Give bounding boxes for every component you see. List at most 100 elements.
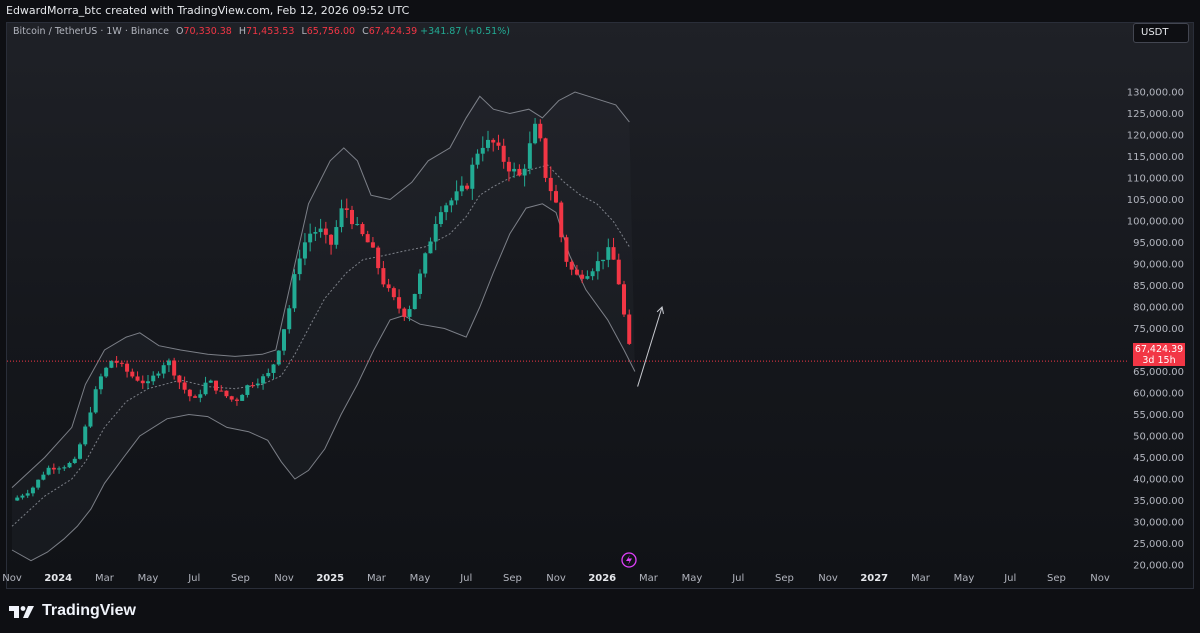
candle <box>67 461 72 469</box>
candle-body <box>93 389 98 413</box>
candle-body <box>501 145 506 162</box>
candle <box>224 390 229 398</box>
candle <box>585 270 590 280</box>
candle-body <box>156 373 161 376</box>
candle <box>182 376 187 394</box>
candle <box>266 368 271 379</box>
y-tick-label: 125,000.00 <box>1127 109 1184 120</box>
candle <box>554 184 558 204</box>
candle-body <box>297 258 302 275</box>
x-tick-label: Nov <box>818 573 838 584</box>
candle-body <box>491 139 496 143</box>
candle-body <box>449 200 454 206</box>
y-tick-label: 40,000.00 <box>1133 475 1184 486</box>
candle-body <box>585 276 590 279</box>
x-tick-label: 2025 <box>316 573 344 584</box>
candle-body <box>203 382 208 395</box>
candle-body <box>177 375 182 383</box>
currency-selector[interactable]: USDT <box>1133 23 1189 43</box>
candle-body <box>98 376 103 390</box>
candle <box>606 238 611 268</box>
y-tick-label: 55,000.00 <box>1133 410 1184 421</box>
candle-body <box>506 161 511 172</box>
x-tick-label: Nov <box>1090 573 1110 584</box>
candle <box>214 380 218 395</box>
candle <box>250 381 255 388</box>
candle-body <box>261 376 266 384</box>
candle <box>449 197 454 213</box>
candle-body <box>517 168 522 176</box>
candle <box>533 117 538 145</box>
candle <box>240 393 245 401</box>
chart-pane[interactable] <box>6 22 1194 589</box>
candle <box>287 305 292 334</box>
candle-body <box>88 412 93 427</box>
tradingview-logo[interactable]: TradingView <box>8 602 136 620</box>
y-tick-label: 90,000.00 <box>1133 260 1184 271</box>
candle <box>46 465 51 476</box>
candle <box>57 466 62 474</box>
candle <box>140 375 145 389</box>
candle <box>30 486 35 497</box>
upper-band <box>11 91 630 488</box>
candle-body <box>423 253 428 274</box>
candle <box>36 479 41 490</box>
candle <box>370 237 375 248</box>
candle <box>616 253 621 285</box>
close-label: C <box>362 26 369 37</box>
symbol-label[interactable]: Bitcoin / TetherUS · 1W · Binance <box>13 26 169 37</box>
candle-body <box>590 271 595 277</box>
candle-body <box>313 232 318 234</box>
candle-body <box>187 389 192 397</box>
x-tick-label: Sep <box>775 573 794 584</box>
high-label: H <box>238 26 247 37</box>
candle-body <box>433 224 438 242</box>
candle <box>590 268 595 281</box>
candle <box>104 366 109 378</box>
candle <box>580 270 585 284</box>
y-tick-label: 105,000.00 <box>1127 195 1184 206</box>
y-tick-label: 30,000.00 <box>1133 518 1184 529</box>
candle-body <box>444 205 449 213</box>
x-tick-label: Jul <box>731 573 744 584</box>
candle <box>365 230 370 243</box>
candle-body <box>543 138 548 178</box>
candle <box>355 216 360 226</box>
x-tick-label: Sep <box>231 573 250 584</box>
candle <box>407 305 412 322</box>
candle <box>386 278 391 292</box>
candle <box>292 269 297 312</box>
candle <box>313 226 318 242</box>
candle <box>41 471 46 481</box>
candle <box>297 249 302 281</box>
bar-countdown: 3d 15h <box>1142 355 1176 366</box>
candle <box>350 205 354 230</box>
candle <box>611 237 616 260</box>
candle <box>255 378 260 389</box>
y-tick-label: 110,000.00 <box>1127 174 1184 185</box>
candle-body <box>376 247 381 269</box>
candle-body <box>104 367 109 377</box>
candle-body <box>30 487 35 494</box>
candle <box>601 259 606 270</box>
candle <box>574 264 579 276</box>
candle-body <box>360 224 365 235</box>
candle-body <box>166 360 171 366</box>
candle-body <box>193 396 198 398</box>
candle-body <box>302 242 307 259</box>
high-value: 71,453.53 <box>246 26 295 37</box>
candle-body <box>616 259 621 285</box>
x-tick-label: May <box>954 573 975 584</box>
candle-body <box>459 185 464 192</box>
candle-body <box>266 372 271 377</box>
candle-body <box>486 139 490 148</box>
candle <box>391 286 396 301</box>
candle <box>130 368 135 379</box>
candle-body <box>475 153 480 165</box>
candle-body <box>355 224 360 226</box>
candle <box>156 371 161 379</box>
candle <box>62 465 67 471</box>
lightning-icon <box>626 555 632 565</box>
candle-body <box>25 493 30 496</box>
